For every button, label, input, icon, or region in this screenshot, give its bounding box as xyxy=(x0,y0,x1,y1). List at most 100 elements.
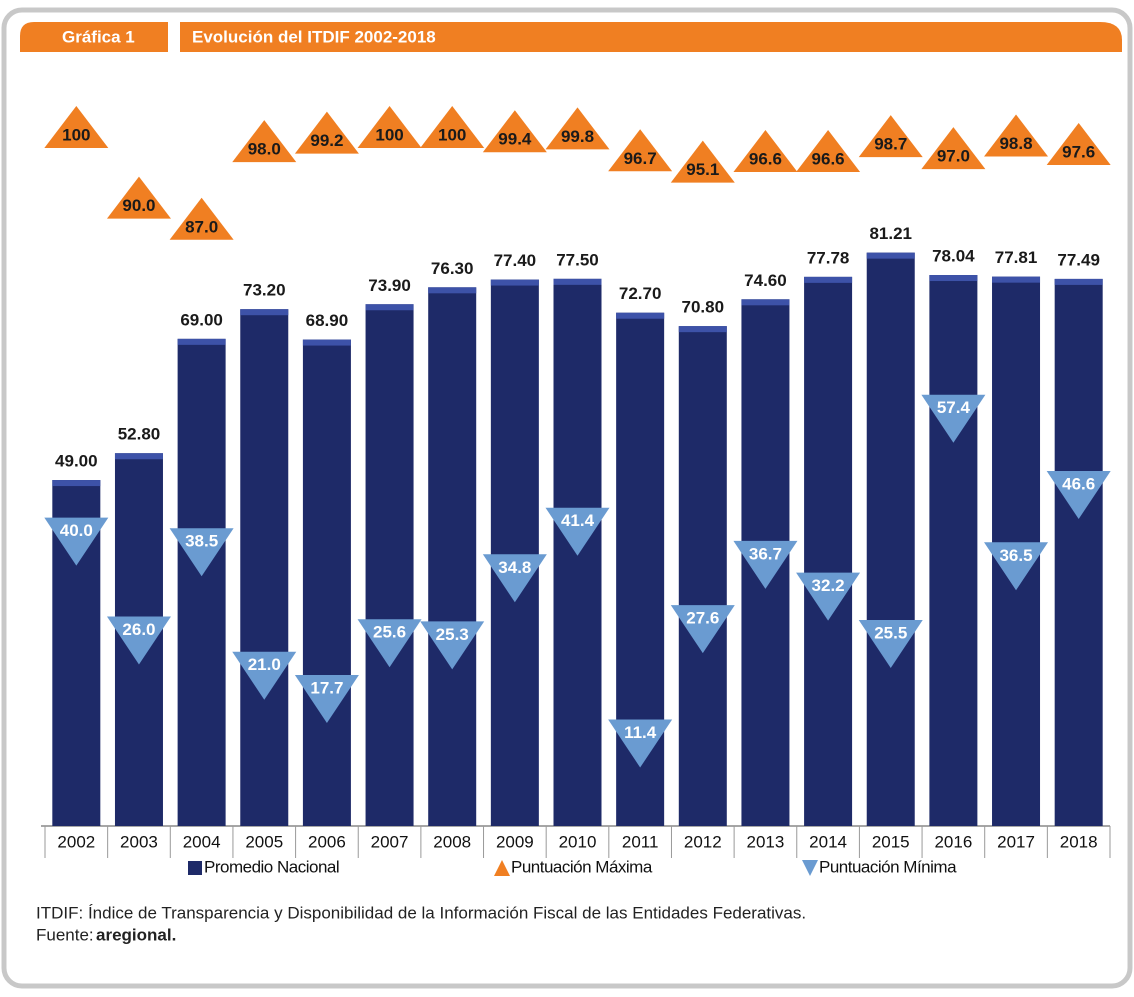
min-marker xyxy=(106,616,171,665)
x-tick-label: 2013 xyxy=(747,832,785,851)
min-label: 27.6 xyxy=(686,609,719,628)
max-label: 96.6 xyxy=(812,149,845,168)
min-marker xyxy=(357,619,422,668)
max-label: 99.8 xyxy=(561,127,594,146)
x-tick-label: 2010 xyxy=(559,832,597,851)
min-marker xyxy=(608,719,673,768)
x-tick-label: 2008 xyxy=(433,832,471,851)
bar-label: 70.80 xyxy=(682,298,725,317)
bar-label: 77.81 xyxy=(995,248,1038,267)
min-label: 38.5 xyxy=(185,532,218,551)
bar xyxy=(428,287,477,826)
bar xyxy=(866,252,915,826)
x-tick-label: 2005 xyxy=(245,832,283,851)
x-tick-label: 2011 xyxy=(622,832,659,851)
header-label-box xyxy=(20,22,168,52)
x-tick-label: 2017 xyxy=(997,832,1035,851)
bar xyxy=(240,309,289,826)
min-label: 32.2 xyxy=(812,576,845,595)
source: aregional. xyxy=(96,925,176,944)
max-label: 97.6 xyxy=(1062,142,1095,161)
max-marker xyxy=(733,130,798,173)
max-marker xyxy=(545,107,610,150)
max-label: 100 xyxy=(62,125,90,144)
bar-label: 76.30 xyxy=(431,259,474,278)
bar-cap xyxy=(1054,278,1103,285)
bar xyxy=(929,275,978,826)
bar-label: 72.70 xyxy=(619,284,662,303)
min-marker xyxy=(294,675,359,724)
min-marker xyxy=(420,621,485,670)
max-label: 95.1 xyxy=(686,160,719,179)
bar-label: 81.21 xyxy=(869,224,912,243)
min-label: 46.6 xyxy=(1062,474,1095,493)
x-tick-label: 2007 xyxy=(371,832,409,851)
max-label: 98.8 xyxy=(999,134,1032,153)
bar-label: 77.50 xyxy=(556,250,599,269)
max-marker xyxy=(232,120,297,163)
min-label: 25.5 xyxy=(874,623,907,642)
bar xyxy=(1054,278,1103,826)
x-tick-label: 2014 xyxy=(809,832,847,851)
min-marker xyxy=(169,528,234,577)
min-marker xyxy=(545,507,610,556)
min-marker xyxy=(921,394,986,443)
max-marker xyxy=(357,106,422,148)
x-tick-label: 2006 xyxy=(308,832,346,851)
min-label: 11.4 xyxy=(624,723,657,742)
min-label: 41.4 xyxy=(561,511,595,530)
bar-cap xyxy=(929,275,978,282)
bar-label: 52.80 xyxy=(118,425,161,444)
max-label: 99.2 xyxy=(310,131,343,150)
min-marker xyxy=(670,605,735,654)
bar-cap xyxy=(866,252,915,259)
legend-icon xyxy=(188,861,202,875)
bar-label: 68.90 xyxy=(306,311,349,330)
max-label: 99.4 xyxy=(498,130,532,149)
min-label: 36.5 xyxy=(999,546,1032,565)
legend-icon xyxy=(802,860,818,876)
min-marker xyxy=(796,572,861,621)
bar-label: 73.20 xyxy=(243,281,286,300)
legend-label: Puntuación Máxima xyxy=(511,857,653,876)
max-marker xyxy=(106,176,171,219)
min-marker xyxy=(733,540,798,589)
bar-label: 73.90 xyxy=(368,276,411,295)
bar xyxy=(490,279,539,826)
min-label: 17.7 xyxy=(310,679,343,698)
bar-cap xyxy=(365,304,414,311)
header-title: Evolución del ITDIF 2002-2018 xyxy=(192,27,436,46)
min-marker xyxy=(44,517,109,566)
min-label: 25.6 xyxy=(373,623,406,642)
max-label: 98.7 xyxy=(874,135,907,154)
min-marker xyxy=(482,554,547,603)
bar-cap xyxy=(678,326,727,333)
max-marker xyxy=(294,111,359,154)
bar-cap xyxy=(428,287,477,294)
bar xyxy=(365,304,414,826)
bar xyxy=(804,276,853,827)
min-label: 40.0 xyxy=(60,521,93,540)
x-tick-label: 2016 xyxy=(934,832,972,851)
bar xyxy=(302,339,351,826)
max-label: 100 xyxy=(438,125,466,144)
max-label: 96.7 xyxy=(624,149,657,168)
max-marker xyxy=(44,106,109,148)
bar-cap xyxy=(240,309,289,316)
max-label: 96.6 xyxy=(749,149,782,168)
header-title-box xyxy=(180,22,1122,52)
bar-cap xyxy=(52,480,101,487)
legend-label: Promedio Nacional xyxy=(204,857,339,876)
min-label: 26.0 xyxy=(122,620,155,639)
legend-icon xyxy=(494,860,510,876)
bar-cap xyxy=(992,276,1041,283)
x-tick-label: 2015 xyxy=(872,832,910,851)
min-label: 25.3 xyxy=(436,625,469,644)
max-marker xyxy=(608,129,673,172)
x-tick-label: 2003 xyxy=(120,832,158,851)
x-tick-label: 2004 xyxy=(183,832,221,851)
bar-label: 77.40 xyxy=(494,251,537,270)
min-label: 21.0 xyxy=(248,655,281,674)
bar xyxy=(678,326,727,826)
max-label: 90.0 xyxy=(122,196,155,215)
